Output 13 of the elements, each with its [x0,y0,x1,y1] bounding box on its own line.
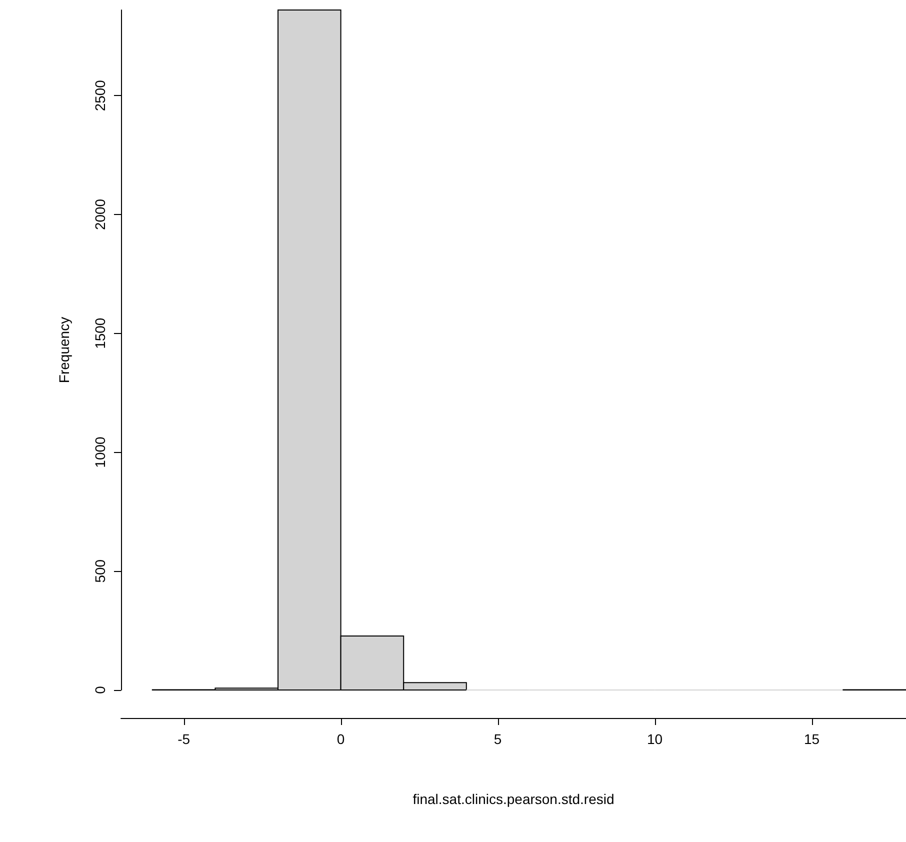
y-axis-title: Frequency [56,316,72,384]
x-tick-label: 10 [647,731,663,747]
y-tick-label: 1000 [92,436,108,468]
x-axis-title: final.sat.clinics.pearson.std.resid [412,791,614,807]
x-tick-label: 15 [804,731,820,747]
y-tick-label: 1500 [92,318,108,349]
y-tick-label: 2000 [92,198,108,230]
y-tick-label: 0 [92,686,108,694]
y-tick-label: 2500 [92,80,108,112]
y-tick-label: 500 [92,559,108,583]
x-tick-label: -5 [178,731,190,747]
x-tick-label: 0 [336,731,345,747]
x-tick-label: 5 [494,731,502,747]
